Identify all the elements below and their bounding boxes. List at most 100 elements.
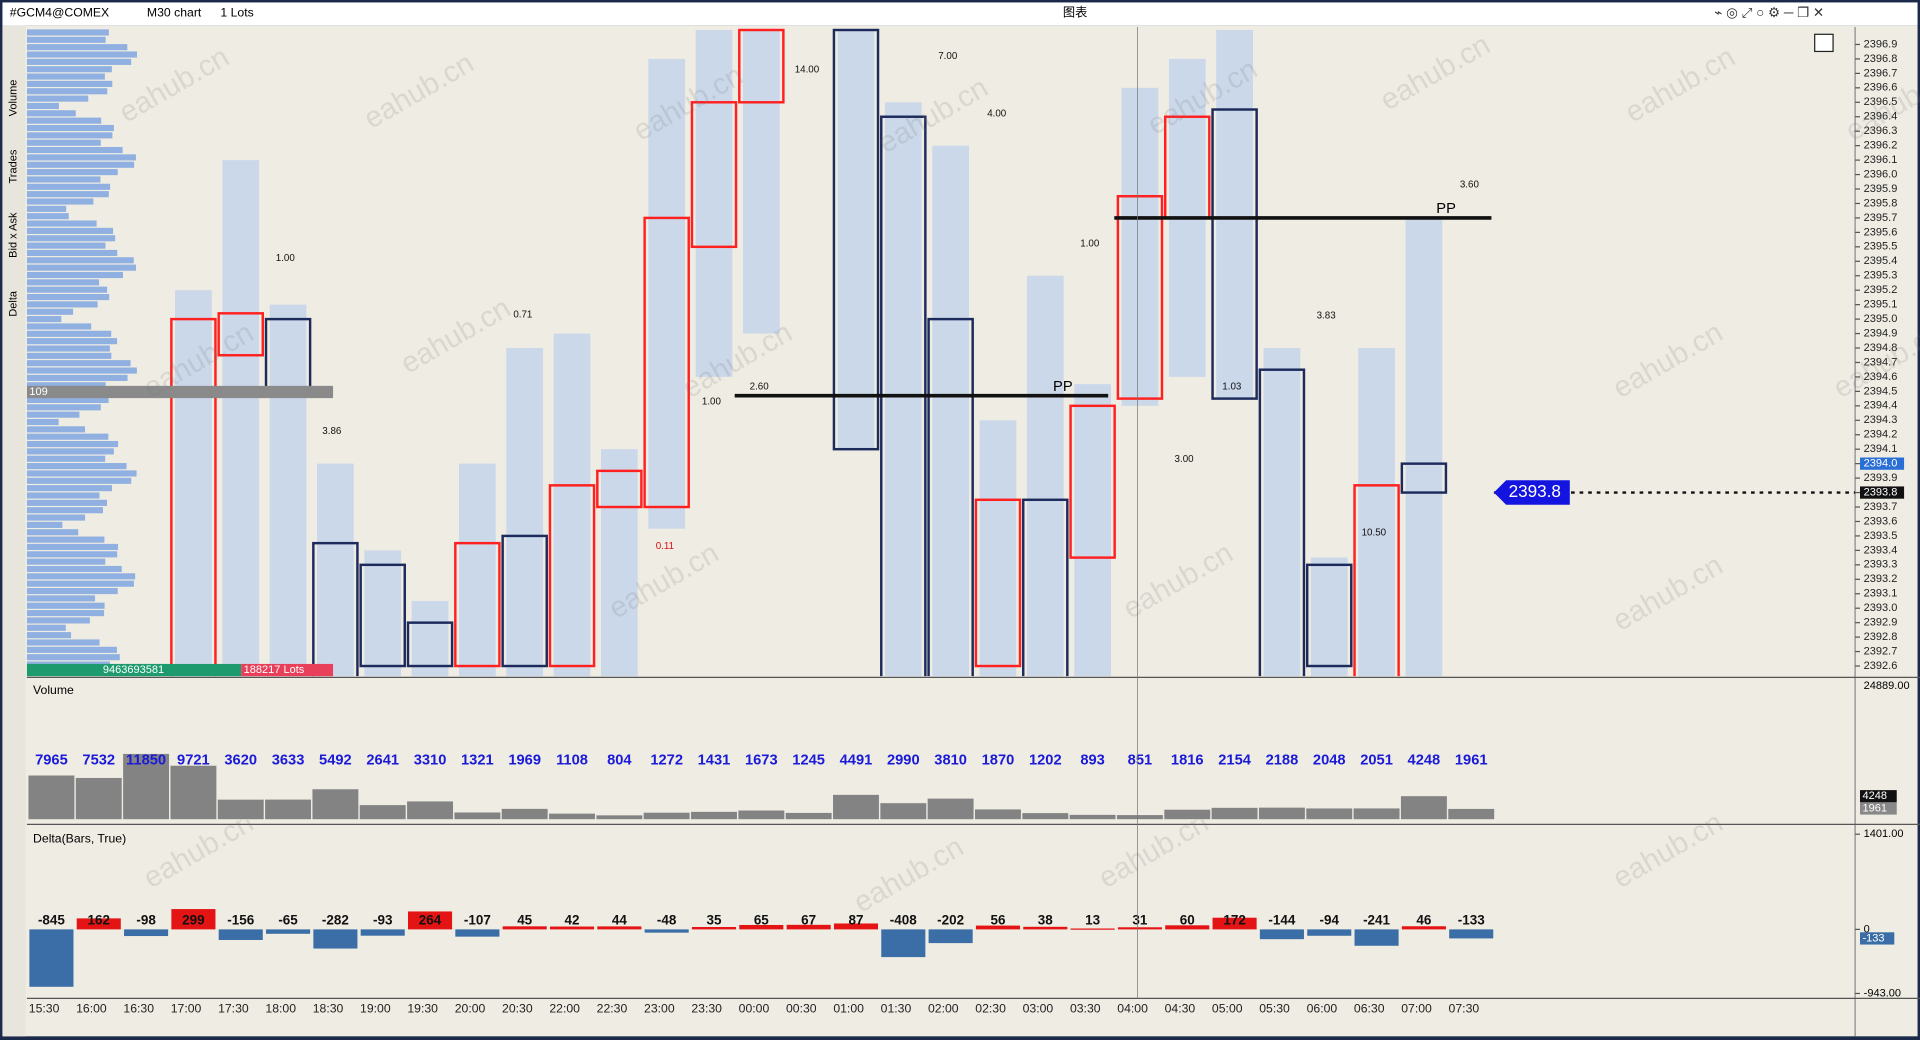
profile-row bbox=[26, 249, 118, 257]
volume-bar bbox=[75, 777, 123, 820]
time-label: 06:30 bbox=[1354, 1002, 1385, 1016]
volume-bar bbox=[406, 800, 454, 820]
volume-bar bbox=[501, 808, 549, 820]
annotation: 14.00 bbox=[795, 64, 820, 75]
profile-row bbox=[26, 58, 132, 65]
profile-row bbox=[26, 146, 123, 154]
volume-label: 2051 bbox=[1360, 753, 1393, 769]
price-tick-label: 2395.4 bbox=[1864, 255, 1898, 267]
volume-label: 1816 bbox=[1171, 753, 1204, 769]
candle-body bbox=[217, 312, 265, 357]
price-tick-label: 2394.1 bbox=[1864, 443, 1898, 455]
profile-row bbox=[26, 455, 106, 462]
time-label: 20:00 bbox=[455, 1002, 486, 1016]
timeframe[interactable]: M30 chart bbox=[147, 6, 202, 20]
annotation: 0.71 bbox=[513, 309, 532, 320]
annotation: 1.00 bbox=[276, 253, 296, 264]
pp-label: PP bbox=[1436, 201, 1456, 217]
price-tick-label: 2393.9 bbox=[1864, 472, 1898, 484]
volume-label: 851 bbox=[1128, 753, 1153, 769]
candle-body bbox=[359, 563, 406, 668]
price-range bbox=[1310, 557, 1348, 677]
delta-label: 172 bbox=[1223, 913, 1245, 928]
price-range bbox=[1405, 217, 1443, 677]
delta-bar bbox=[360, 929, 405, 936]
axis-tag bbox=[1860, 486, 1905, 499]
delta-bar bbox=[786, 924, 831, 930]
price-range bbox=[411, 600, 449, 677]
profile-row bbox=[26, 448, 114, 455]
volume-bar bbox=[1447, 808, 1495, 820]
delta-label: 264 bbox=[419, 913, 442, 928]
lots[interactable]: 1 Lots bbox=[220, 6, 253, 20]
profile-row bbox=[26, 477, 132, 484]
candle-body bbox=[643, 216, 690, 509]
profile-row bbox=[26, 80, 113, 87]
volume-bar bbox=[264, 798, 312, 820]
delta-tick-label: 0 bbox=[1864, 923, 1870, 935]
volume-label: 4248 bbox=[1408, 753, 1441, 769]
annotation: 3.83 bbox=[1317, 311, 1337, 322]
profile-row bbox=[26, 595, 96, 602]
price-range bbox=[506, 348, 544, 677]
profile-row bbox=[26, 529, 79, 536]
symbol[interactable]: #GCM4@COMEX bbox=[10, 6, 109, 20]
volume-label: 7965 bbox=[35, 753, 68, 769]
candle-body bbox=[1116, 195, 1164, 400]
time-label: 22:30 bbox=[597, 1002, 628, 1016]
time-label: 15:30 bbox=[29, 1002, 60, 1016]
profile-row bbox=[26, 66, 112, 73]
candle-body bbox=[738, 28, 785, 104]
profile-row bbox=[26, 279, 100, 286]
profile-row bbox=[26, 367, 137, 374]
title-bar bbox=[2, 2, 1918, 26]
price-range bbox=[837, 30, 875, 450]
delta-label: -156 bbox=[227, 913, 254, 928]
delta-bar bbox=[549, 926, 595, 930]
volume-label: 3310 bbox=[414, 753, 447, 769]
delta-bar bbox=[833, 923, 879, 930]
price-tick-label: 2396.0 bbox=[1864, 168, 1898, 180]
profile-row bbox=[26, 587, 118, 595]
volume-label: 1961 bbox=[1455, 753, 1488, 769]
profile-lots: 188217 Lots bbox=[244, 664, 305, 676]
panel-toggle[interactable] bbox=[1814, 33, 1834, 53]
profile-row bbox=[26, 382, 106, 389]
price-range bbox=[1121, 87, 1159, 406]
time-label: 20:30 bbox=[502, 1002, 533, 1016]
delta-label: -282 bbox=[322, 913, 349, 928]
time-label: 19:00 bbox=[360, 1002, 391, 1016]
price-tick-label: 2395.5 bbox=[1864, 241, 1898, 253]
delta-bar bbox=[218, 929, 263, 940]
delta-label: -241 bbox=[1363, 913, 1390, 928]
profile-row bbox=[26, 610, 105, 617]
price-range bbox=[884, 102, 922, 677]
volume-axis-label: 24889.00 bbox=[1864, 680, 1910, 692]
volume-bar bbox=[1258, 807, 1306, 820]
volume-label: 3810 bbox=[934, 753, 967, 769]
profile-row bbox=[26, 573, 136, 580]
profile-row bbox=[26, 521, 63, 528]
annotation: 1.00 bbox=[702, 396, 722, 407]
profile-row bbox=[26, 132, 113, 139]
delta-label: 299 bbox=[182, 913, 204, 928]
delta-bar bbox=[881, 929, 926, 958]
delta-label: -144 bbox=[1268, 913, 1295, 928]
candle-body bbox=[1258, 368, 1306, 677]
profile-row bbox=[26, 404, 101, 411]
axis-tag-label: 2394.0 bbox=[1864, 458, 1898, 470]
pp-label: PP bbox=[1053, 379, 1073, 395]
price-tick-label: 2393.2 bbox=[1864, 573, 1898, 585]
profile-row bbox=[26, 411, 80, 418]
window-controls[interactable]: ⌁ ◎ ⤢ ○ ⚙ ─ ❐ ✕ bbox=[1714, 5, 1824, 20]
time-label: 00:00 bbox=[739, 1002, 770, 1016]
price-tick-label: 2395.2 bbox=[1864, 284, 1898, 296]
candle-body bbox=[880, 115, 927, 677]
candle-body bbox=[1353, 484, 1400, 677]
profile-row bbox=[26, 161, 135, 168]
price-tick-label: 2392.8 bbox=[1864, 631, 1898, 643]
profile-row bbox=[26, 654, 120, 661]
delta-label: -98 bbox=[136, 913, 156, 928]
time-label: 18:00 bbox=[265, 1002, 296, 1016]
volume-label: 11850 bbox=[126, 753, 166, 769]
